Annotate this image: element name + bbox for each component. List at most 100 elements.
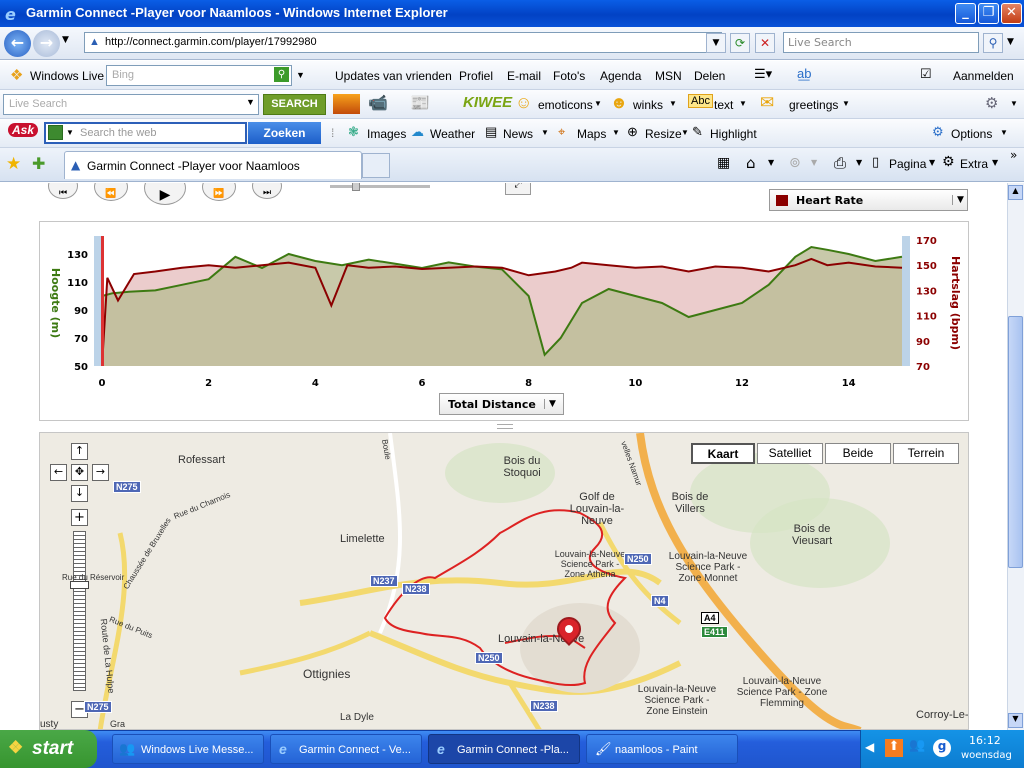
task-paint[interactable]: 🖌 naamloos - Paint <box>586 734 738 764</box>
kiwee-search-input[interactable]: Live Search <box>3 94 259 115</box>
menu-icon[interactable]: ☰▾ <box>754 66 773 81</box>
map-panel[interactable]: ↑ ← ✥ → ↓ + − Kaart Satelliet Beide Terr… <box>39 432 969 730</box>
search-engine-dropdown-icon[interactable]: ▼ <box>66 128 74 137</box>
tray-network-icon[interactable]: 👥 <box>909 738 926 753</box>
scroll-down-icon[interactable]: ▼ <box>1008 713 1023 728</box>
page-icon[interactable]: ▯ <box>872 155 880 170</box>
tb1-item-msn[interactable]: MSN <box>655 69 682 83</box>
chart-svg[interactable]: 0 2 4 6 8 10 12 14 50 70 90 110 130 70 90 110 130 150 170 H… <box>40 222 970 422</box>
add-favorite-icon[interactable]: ✚ <box>32 154 46 173</box>
bing-dropdown-icon[interactable]: ▼ <box>296 70 305 80</box>
tb1-item-delen[interactable]: Delen <box>694 69 726 83</box>
translate-icon[interactable]: a͟b <box>797 66 812 81</box>
ask-news[interactable]: News <box>503 127 534 141</box>
text-menu[interactable]: text <box>714 98 734 112</box>
scrollbar-thumb[interactable] <box>1008 316 1023 568</box>
pagina-menu[interactable]: Pagina <box>889 157 927 171</box>
fullscreen-icon[interactable]: ⤢ <box>505 183 531 195</box>
windows-live-brand[interactable]: Windows Live <box>30 69 105 83</box>
newspaper-icon[interactable]: 📰 <box>410 95 430 112</box>
sunset-icon[interactable] <box>333 94 360 114</box>
ask-maps[interactable]: Maps <box>577 127 607 141</box>
url-field[interactable]: ▲ http://connect.garmin.com/player/17992… <box>84 32 722 53</box>
feeds-grid-icon[interactable]: ▦ <box>717 155 731 171</box>
news-dropdown-icon[interactable]: ▼ <box>541 128 549 137</box>
pan-up-icon[interactable]: ↑ <box>71 443 88 460</box>
extra-menu[interactable]: Extra <box>960 157 989 171</box>
search-options-icon[interactable]: ▼ <box>1007 37 1014 47</box>
toolbar-overflow-icon[interactable]: » <box>1010 148 1018 162</box>
tab-active[interactable]: ▲ Garmin Connect -Player voor Naamloos <box>64 151 362 179</box>
refresh-icon[interactable]: ⟳ <box>730 33 750 53</box>
history-dropdown-icon[interactable]: ▼ <box>62 35 69 45</box>
step-forward-button[interactable]: ⏩ <box>202 183 236 201</box>
zoom-slider[interactable] <box>73 531 86 691</box>
winks-icon[interactable]: ☻ <box>610 93 628 112</box>
tray-app-icon[interactable]: ⬆ <box>885 739 903 757</box>
kiwee-settings-gear-icon[interactable]: ⚙ <box>985 95 999 112</box>
stop-icon[interactable]: ✕ <box>755 33 775 53</box>
options-gear-icon[interactable]: ⚙ <box>932 124 944 139</box>
maps-icon[interactable]: ⌖ <box>558 124 566 139</box>
emoticons-menu[interactable]: emoticons <box>538 98 593 112</box>
minimize-button[interactable]: _ <box>955 3 976 24</box>
back-button[interactable]: ← <box>4 30 31 57</box>
extra-dropdown-icon[interactable]: ▼ <box>992 158 999 167</box>
x-axis-select[interactable]: Total Distance ▼ <box>439 393 564 415</box>
speed-slider-handle[interactable] <box>352 183 360 191</box>
bing-search-icon[interactable]: ⚲ <box>274 67 289 82</box>
news-icon[interactable]: ▤ <box>485 124 498 139</box>
kiwee-settings-dropdown-icon[interactable]: ▼ <box>1010 99 1018 108</box>
rss-dropdown-icon[interactable]: ▼ <box>811 158 818 167</box>
tb1-item-agenda[interactable]: Agenda <box>600 69 642 83</box>
live-search-input[interactable]: Live Search <box>783 32 979 53</box>
panel-splitter[interactable] <box>497 424 513 429</box>
start-button[interactable]: ❖ start <box>0 730 97 768</box>
emoticons-dropdown-icon[interactable]: ▼ <box>594 99 602 108</box>
task-messenger[interactable]: 👥 Windows Live Messe... <box>112 734 264 764</box>
emoticons-icon[interactable]: ☺ <box>515 93 533 112</box>
resize-dropdown-icon[interactable]: ▼ <box>681 128 689 137</box>
home-dropdown-icon[interactable]: ▼ <box>768 158 775 167</box>
pan-left-icon[interactable]: ← <box>50 464 67 481</box>
ask-weather[interactable]: Weather <box>430 127 476 141</box>
pan-right-icon[interactable]: → <box>92 464 109 481</box>
maximize-button[interactable]: ❐ <box>978 3 999 24</box>
skip-start-button[interactable]: ⏮ <box>48 183 78 199</box>
search-engine-icon[interactable] <box>48 125 63 140</box>
ask-resize[interactable]: Resize <box>645 127 682 141</box>
greetings-menu[interactable]: greetings <box>789 98 839 112</box>
metric-select[interactable]: Heart Rate ▼ <box>769 189 968 211</box>
sign-in-link[interactable]: Aanmelden <box>953 69 1014 83</box>
zoom-slider-handle[interactable] <box>70 581 89 589</box>
highlight-icon[interactable]: ✎ <box>692 124 703 139</box>
tray-expand-icon[interactable]: ◀ <box>865 740 875 754</box>
options-dropdown-icon[interactable]: ▼ <box>1000 128 1008 137</box>
bing-search-input[interactable]: Bing <box>106 65 292 86</box>
resize-icon[interactable]: ⊕ <box>627 124 638 139</box>
greetings-dropdown-icon[interactable]: ▼ <box>842 99 850 108</box>
map-type-satelliet[interactable]: Satelliet <box>757 443 823 464</box>
tb1-item-profiel[interactable]: Profiel <box>459 69 494 83</box>
settings-check-icon[interactable]: ☑ <box>920 66 932 81</box>
tb1-item-updates[interactable]: Updates van vrienden <box>335 69 452 83</box>
speed-slider[interactable] <box>330 185 430 188</box>
home-icon[interactable]: ⌂ <box>746 154 756 172</box>
task-garmin-2[interactable]: e Garmin Connect -Pla... <box>428 734 580 764</box>
pan-center-icon[interactable]: ✥ <box>71 464 88 481</box>
map-type-kaart[interactable]: Kaart <box>691 443 755 464</box>
tb1-item-fotos[interactable]: Foto's <box>553 69 586 83</box>
rss-icon[interactable]: ⊚ <box>789 155 801 171</box>
zoom-in-icon[interactable]: + <box>71 509 88 526</box>
close-button[interactable]: ✕ <box>1001 3 1022 24</box>
pan-down-icon[interactable]: ↓ <box>71 485 88 502</box>
window-titlebar[interactable]: e Garmin Connect -Player voor Naamloos -… <box>0 0 1024 27</box>
kiwee-logo[interactable]: KIWEE <box>463 94 513 111</box>
winks-dropdown-icon[interactable]: ▼ <box>669 99 677 108</box>
ask-logo[interactable]: Ask <box>8 123 39 137</box>
map-type-terrein[interactable]: Terrein <box>893 443 959 464</box>
favorites-star-icon[interactable]: ★ <box>6 154 22 174</box>
text-abc-icon[interactable]: Abc <box>688 94 713 108</box>
tb1-item-email[interactable]: E-mail <box>507 69 542 83</box>
map-type-beide[interactable]: Beide <box>825 443 891 464</box>
